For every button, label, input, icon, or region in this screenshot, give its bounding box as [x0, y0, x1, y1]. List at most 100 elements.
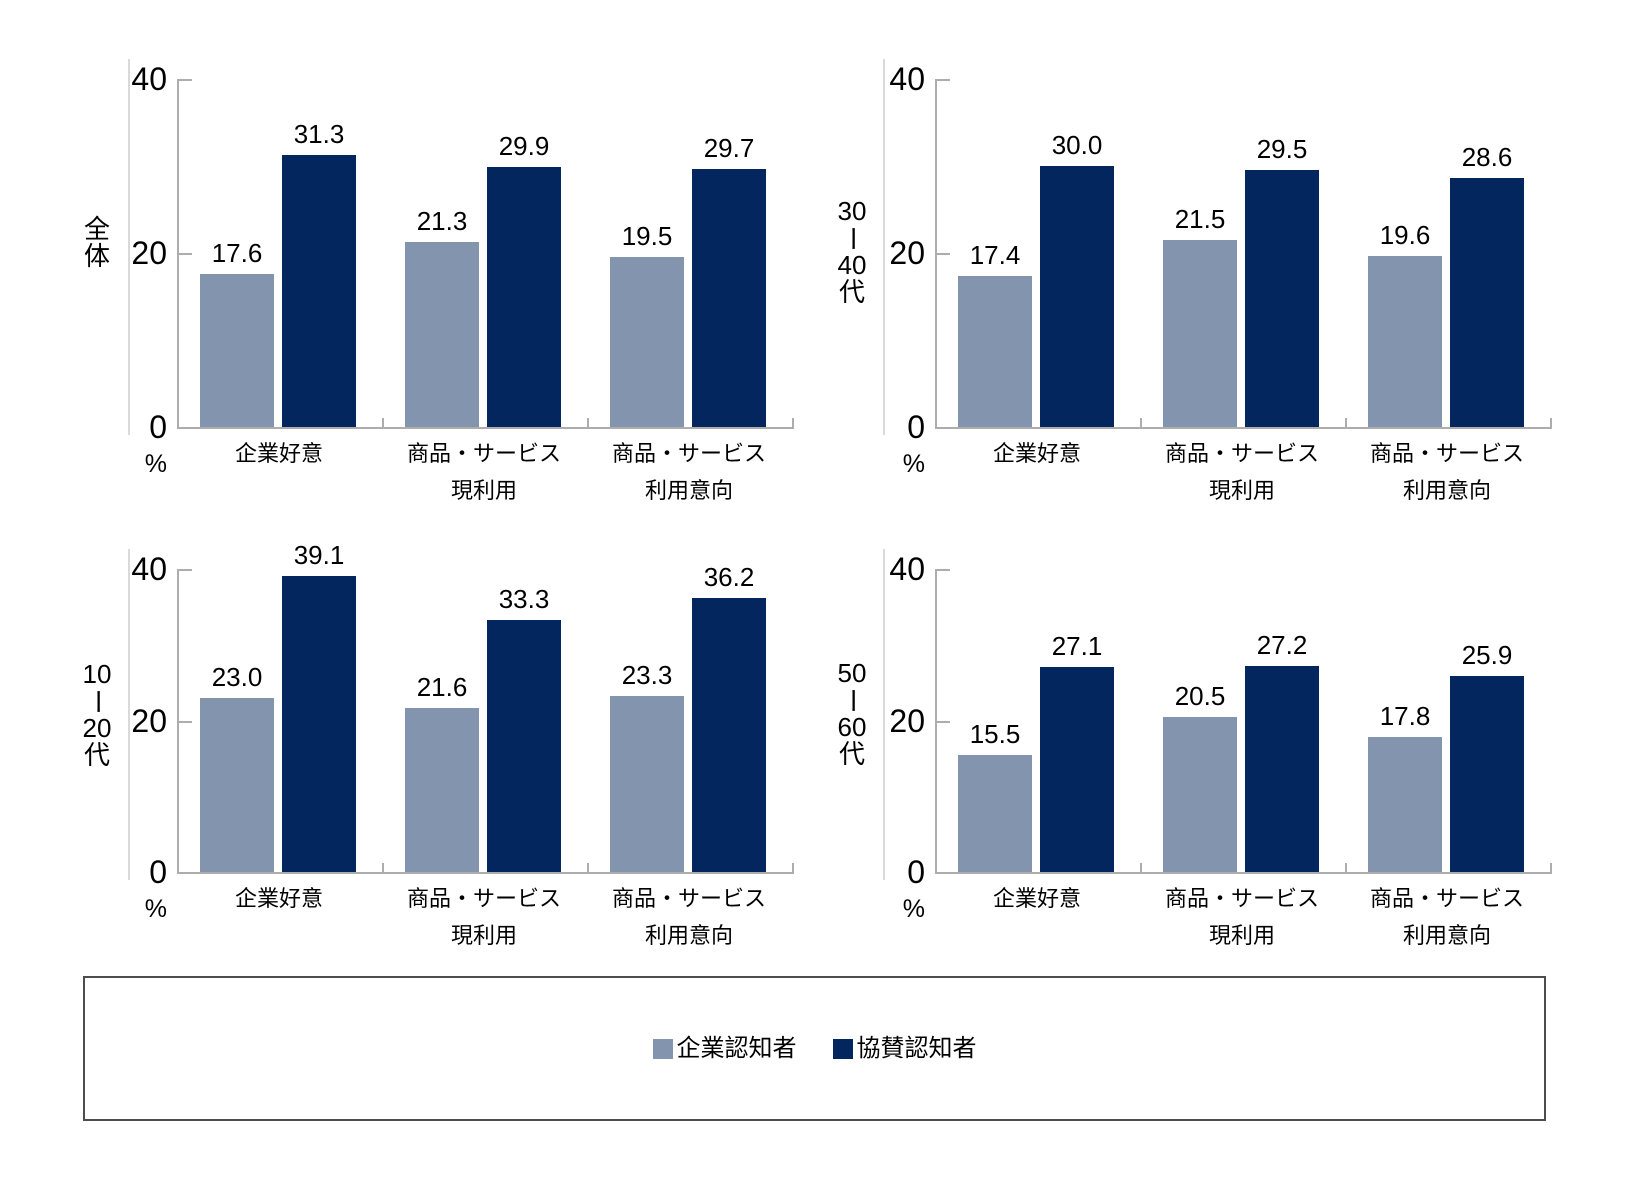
bar-series1-cat2 — [405, 708, 479, 872]
category-tick-mark — [382, 418, 384, 427]
bar-value-label: 29.9 — [498, 131, 550, 161]
category-label-line: 商品・サービス — [611, 441, 766, 466]
category-tick-mark — [1345, 863, 1347, 872]
bar-value-label: 29.7 — [703, 133, 755, 163]
y-tick-label: 0 — [907, 854, 925, 890]
y-tick-label: 0 — [149, 854, 167, 890]
row-title-line: 体 — [83, 241, 110, 271]
bar-value-label: 21.3 — [416, 206, 468, 236]
row-title-line: 代 — [838, 739, 865, 769]
bar-value-label: 30.0 — [1051, 130, 1103, 160]
legend-swatch-series2-icon — [832, 1038, 853, 1059]
axis-unit-label: % — [144, 895, 167, 923]
category-label-line: 商品・サービス — [1164, 886, 1319, 911]
bar-series1-cat1 — [958, 276, 1032, 427]
bar-series1-cat3 — [1368, 737, 1442, 872]
bar-series1-cat3 — [1368, 256, 1442, 427]
bar-value-label: 33.3 — [498, 584, 550, 614]
legend: 企業認知者 協賛認知者 — [652, 1034, 977, 1062]
bar-series1-cat2 — [1163, 717, 1237, 872]
category-tick-mark — [1140, 418, 1142, 427]
bar-series1-cat3 — [610, 696, 684, 872]
bar-value-label: 15.5 — [969, 719, 1021, 749]
x-axis-line — [935, 427, 1552, 429]
bar-value-label: 17.8 — [1379, 701, 1431, 731]
category-label-line: 商品・サービス — [406, 886, 561, 911]
bar-series2-cat2 — [1245, 170, 1319, 427]
row-title-line: 全 — [83, 214, 110, 244]
row-title-line: 60 — [837, 712, 867, 742]
plot-left-edge — [128, 549, 130, 880]
y-tick-label: 20 — [889, 235, 925, 271]
x-axis-line — [177, 872, 794, 874]
legend-box: 企業認知者 協賛認知者 — [83, 976, 1546, 1121]
category-label-line: 利用意向 — [1402, 478, 1491, 503]
bar-series2-cat2 — [487, 167, 561, 427]
y-tick-mark — [937, 569, 950, 571]
bar-series2-cat3 — [692, 169, 766, 427]
category-label-line: 現利用 — [450, 478, 517, 503]
y-tick-label: 40 — [889, 61, 925, 97]
axis-unit-label: % — [902, 450, 925, 478]
plot-left-edge — [883, 59, 885, 435]
category-label-line: 商品・サービス — [1369, 886, 1524, 911]
bar-series1-cat1 — [200, 274, 274, 427]
category-tick-mark — [1550, 863, 1552, 872]
plot-left-edge — [883, 549, 885, 880]
legend-item-series1: 企業認知者 — [652, 1034, 797, 1062]
row-title-line: 代 — [838, 277, 865, 307]
category-tick-mark — [587, 418, 589, 427]
y-axis-line — [935, 79, 937, 429]
bar-series2-cat1 — [1040, 166, 1114, 427]
bar-series2-cat2 — [487, 620, 561, 872]
axis-unit-label: % — [902, 895, 925, 923]
y-tick-mark — [179, 79, 192, 81]
bar-value-label: 36.2 — [703, 562, 755, 592]
bar-value-label: 17.6 — [211, 238, 263, 268]
category-label-line: 商品・サービス — [611, 886, 766, 911]
category-tick-mark — [587, 863, 589, 872]
bar-series2-cat3 — [1450, 178, 1524, 427]
y-tick-label: 40 — [889, 551, 925, 587]
y-tick-label: 20 — [131, 702, 167, 739]
category-label-line: 現利用 — [1208, 923, 1275, 948]
bar-value-label: 20.5 — [1174, 681, 1226, 711]
y-tick-label: 0 — [149, 409, 167, 445]
category-label-line: 利用意向 — [1402, 923, 1491, 948]
x-axis-line — [177, 427, 794, 429]
legend-item-series2: 協賛認知者 — [832, 1035, 977, 1062]
category-label-line: 企業好意 — [992, 886, 1081, 911]
bar-series2-cat2 — [1245, 666, 1319, 872]
legend-swatch-series1-icon — [652, 1038, 673, 1059]
category-tick-mark — [1345, 418, 1347, 427]
category-label-line: 企業好意 — [234, 441, 323, 466]
bar-value-label: 25.9 — [1461, 640, 1513, 670]
row-title-line: ー — [837, 225, 868, 252]
bar-series1-cat1 — [200, 698, 274, 872]
category-tick-mark — [1140, 863, 1142, 872]
legend-label-series1: 企業認知者 — [676, 1034, 797, 1062]
bar-series1-cat2 — [405, 242, 479, 427]
category-label-line: 利用意向 — [644, 923, 733, 948]
y-tick-mark — [937, 253, 950, 255]
y-axis-line — [177, 79, 179, 429]
y-tick-mark — [937, 79, 950, 81]
y-tick-mark — [179, 569, 192, 571]
bar-series2-cat1 — [1040, 667, 1114, 872]
row-title-line: ー — [837, 687, 868, 714]
axis-unit-label: % — [144, 450, 167, 478]
y-axis-line — [935, 569, 937, 874]
category-label-line: 商品・サービス — [406, 441, 561, 466]
y-tick-label: 20 — [131, 235, 167, 271]
bar-series1-cat3 — [610, 257, 684, 427]
y-axis-line — [177, 569, 179, 874]
bar-value-label: 17.4 — [969, 240, 1021, 270]
y-tick-mark — [179, 253, 192, 255]
y-tick-label: 20 — [889, 702, 925, 739]
bar-series2-cat3 — [1450, 676, 1524, 872]
bar-value-label: 19.6 — [1379, 220, 1431, 250]
y-tick-label: 40 — [131, 551, 167, 587]
bar-value-label: 23.0 — [211, 662, 263, 692]
row-title-line: 30 — [837, 196, 867, 226]
bar-value-label: 31.3 — [293, 119, 345, 149]
